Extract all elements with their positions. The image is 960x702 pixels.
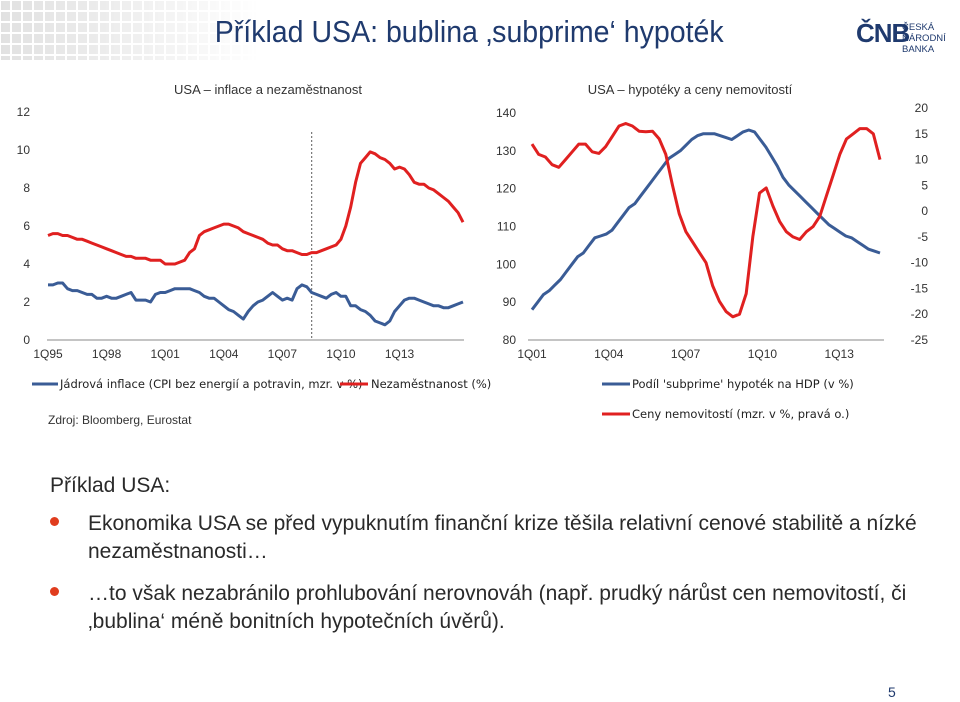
chart2-x-tick-label: 1Q04 — [594, 347, 624, 361]
chart1-series-unemployment — [47, 150, 465, 266]
chart2-left-y-tick-label: 140 — [496, 106, 516, 120]
chart2-series-subprime-share — [530, 128, 881, 311]
chart2-right-y-tick-label: 20 — [915, 101, 929, 115]
chart1-x-tick-label: 1Q01 — [150, 347, 180, 361]
cnb-logo: ČNB ČESKÁ NÁRODNÍ BANKA — [856, 18, 956, 55]
bullet-item: …to však nezabránilo prohlubování nerovn… — [50, 580, 930, 636]
chart2-right-y-tick-label: -5 — [917, 230, 928, 244]
source-note: Zdroj: Bloomberg, Eurostat — [48, 413, 192, 427]
chart2-left-y-tick-label: 130 — [496, 144, 516, 158]
chart1-y-tick-label: 6 — [23, 219, 30, 233]
chart2-right-y-tick-label: 5 — [921, 178, 928, 192]
slide-title: Příklad USA: bublina ‚subprime‘ hypoték — [214, 14, 724, 49]
logo-line-2: NÁRODNÍ BANKA — [902, 33, 946, 55]
chart1-series-core-inflation — [48, 281, 464, 327]
chart1-x-tick-label: 1Q98 — [92, 347, 122, 361]
slide-body: Příklad USA: Ekonomika USA se před vypuk… — [50, 474, 930, 650]
chart1-y-tick-label: 2 — [23, 295, 30, 309]
chart1-legend: Jádrová inflace (CPI bez energií a potra… — [32, 377, 491, 391]
logo-mark: ČNB — [856, 18, 910, 48]
chart2-x-tick-label: 1Q07 — [671, 347, 701, 361]
body-heading: Příklad USA: — [50, 474, 171, 497]
chart2-right-y-tick-label: -25 — [911, 333, 929, 347]
legend-label-house-prices: Ceny nemovitostí (mzr. v %, pravá o.) — [632, 407, 849, 421]
chart2-x-tick-label: 1Q10 — [748, 347, 778, 361]
legend-label-core-inflation: Jádrová inflace (CPI bez energií a potra… — [59, 377, 362, 391]
chart1-x-tick-label: 1Q10 — [326, 347, 356, 361]
chart2-series-house-prices — [530, 122, 882, 319]
chart2-right-y-tick-label: -15 — [911, 281, 929, 295]
legend-label-unemployment: Nezaměstnanost (%) — [371, 377, 491, 391]
decorative-grid-pattern — [0, 0, 260, 60]
chart1-x-tick-label: 1Q95 — [33, 347, 63, 361]
bullet-text: Ekonomika USA se před vypuknutím finančn… — [88, 512, 917, 563]
chart1-y-tick-label: 10 — [17, 143, 31, 157]
logo-text: ČESKÁ NÁRODNÍ BANKA — [902, 22, 956, 55]
bullet-dot-icon — [50, 587, 59, 596]
logo-line-1: ČESKÁ — [902, 22, 935, 33]
chart1-x-tick-label: 1Q07 — [268, 347, 298, 361]
chart2-left-y-tick-label: 100 — [496, 257, 516, 271]
chart2-left-y-tick-label: 80 — [503, 333, 517, 347]
chart1-y-tick-label: 8 — [23, 181, 30, 195]
chart2-right-y-tick-label: -10 — [911, 256, 929, 270]
bullet-dot-icon — [50, 517, 59, 526]
chart1-title: USA – inflace a nezaměstnanost — [174, 82, 362, 97]
legend-label-subprime-share: Podíl 'subprime' hypoték na HDP (v %) — [632, 377, 854, 391]
chart2-right-y-tick-label: -20 — [911, 307, 929, 321]
chart2-title: USA – hypotéky a ceny nemovitostí — [588, 82, 793, 97]
chart1-y-tick-label: 4 — [23, 257, 30, 271]
bullet-item: Ekonomika USA se před vypuknutím finančn… — [50, 510, 930, 566]
bullet-text: …to však nezabránilo prohlubování nerovn… — [88, 582, 907, 633]
chart2-left-y-tick-label: 90 — [503, 295, 517, 309]
chart2-left-y-tick-label: 120 — [496, 182, 516, 196]
chart2-x-tick-label: 1Q01 — [517, 347, 547, 361]
chart2-right-y-tick-label: 0 — [921, 204, 928, 218]
chart1-y-tick-label: 0 — [23, 333, 30, 347]
chart2-right-y-tick-label: 10 — [915, 153, 929, 167]
inflation-unemployment-chart: USA – inflace a nezaměstnanost 12 10 8 6 4 2 0… — [17, 82, 492, 391]
page-number: 5 — [888, 684, 896, 700]
chart1-x-tick-label: 1Q04 — [209, 347, 239, 361]
mortgage-housing-chart: USA – hypotéky a ceny nemovitostí 140 130… — [496, 82, 929, 421]
chart2-legend: Podíl 'subprime' hypoték na HDP (v %) Ce… — [602, 377, 854, 421]
chart1-y-tick-label: 12 — [17, 105, 31, 119]
chart2-x-tick-label: 1Q13 — [825, 347, 855, 361]
chart1-x-tick-label: 1Q13 — [385, 347, 415, 361]
chart2-right-y-tick-label: 15 — [915, 127, 929, 141]
chart2-left-y-tick-label: 110 — [497, 220, 516, 234]
